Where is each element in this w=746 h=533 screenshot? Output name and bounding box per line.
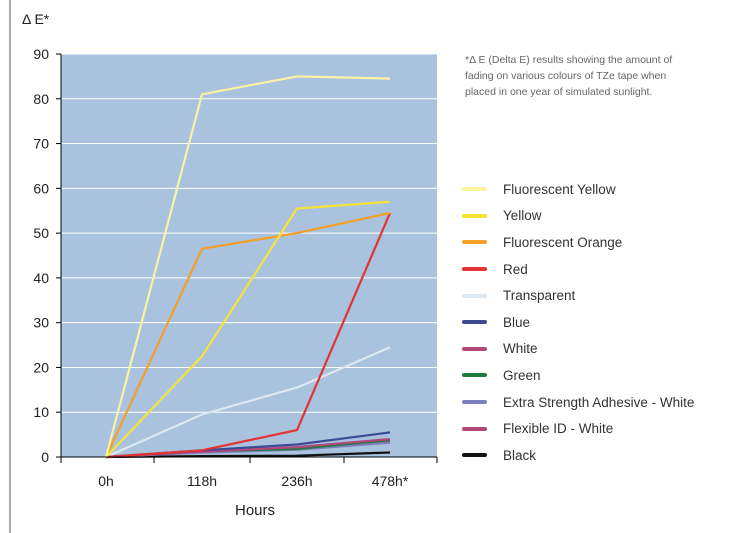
legend-swatch — [462, 426, 487, 431]
series-line — [105, 200, 391, 458]
y-tick-label: 40 — [33, 270, 49, 286]
legend-swatch — [462, 453, 487, 458]
x-tick-label: 118h — [187, 473, 217, 489]
legend-item: Black — [462, 442, 694, 469]
y-tick-label: 30 — [33, 315, 49, 331]
legend-item: Green — [462, 362, 694, 389]
legend-item: Flexible ID - White — [462, 415, 694, 442]
y-tick-label: 0 — [41, 449, 49, 465]
legend-label: Extra Strength Adhesive - White — [503, 394, 695, 410]
legend-swatch — [462, 400, 487, 405]
x-axis-label: Hours — [235, 502, 275, 519]
legend-item: Transparent — [462, 282, 694, 309]
legend-label: Fluorescent Yellow — [503, 181, 616, 197]
legend-item: Fluorescent Orange — [462, 229, 694, 256]
plot-area — [61, 54, 437, 457]
gridlines — [61, 53, 437, 413]
legend-swatch — [462, 373, 487, 378]
legend-swatch — [462, 267, 487, 272]
legend-swatch — [462, 187, 487, 192]
series-line — [105, 346, 391, 459]
axes: 0 10 20 30 40 50 60 70 80 90 0h 118h 236h 478h* — [9, 0, 438, 533]
x-tick-label: 0h — [98, 473, 114, 489]
legend-item: Fluorescent Yellow — [462, 176, 694, 203]
x-tick-label: 236h — [281, 473, 312, 489]
legend-label: Transparent — [503, 288, 576, 304]
y-tick-label: 80 — [33, 91, 49, 107]
series-line — [104, 75, 391, 458]
x-tick-label: 478h* — [372, 473, 409, 489]
legend-label: Red — [503, 261, 528, 277]
series-line — [105, 211, 391, 458]
legend-label: White — [503, 341, 538, 357]
legend-item: Yellow — [462, 203, 694, 230]
y-tick-label: 60 — [33, 180, 49, 196]
legend-swatch — [462, 293, 487, 298]
legend-label: Yellow — [503, 208, 542, 224]
legend-item: White — [462, 336, 694, 363]
legend-swatch — [462, 213, 487, 218]
y-tick-label: 70 — [33, 136, 49, 152]
legend-item: Extra Strength Adhesive - White — [462, 389, 694, 416]
y-tick-label: 10 — [33, 404, 49, 420]
legend-swatch — [462, 320, 487, 325]
series-line — [105, 212, 392, 459]
y-axis-label: Δ E* — [22, 11, 50, 27]
legend-item: Blue — [462, 309, 694, 336]
y-tick-label: 90 — [33, 46, 49, 62]
legend: Fluorescent Yellow Yellow Fluorescent Oran… — [462, 176, 694, 469]
legend-label: Black — [503, 447, 537, 463]
legend-swatch — [462, 346, 487, 351]
y-tick-label: 20 — [33, 359, 49, 375]
legend-label: Blue — [503, 314, 531, 330]
legend-label: Green — [503, 367, 541, 383]
chart-footnote: *Δ E (Delta E) results showing the amoun… — [465, 54, 673, 98]
legend-label: Flexible ID - White — [503, 421, 614, 437]
legend-swatch — [462, 240, 487, 245]
legend-item: Red — [462, 256, 694, 283]
y-tick-label: 50 — [33, 225, 49, 241]
series-lines — [104, 75, 392, 459]
legend-label: Fluorescent Orange — [503, 234, 623, 250]
